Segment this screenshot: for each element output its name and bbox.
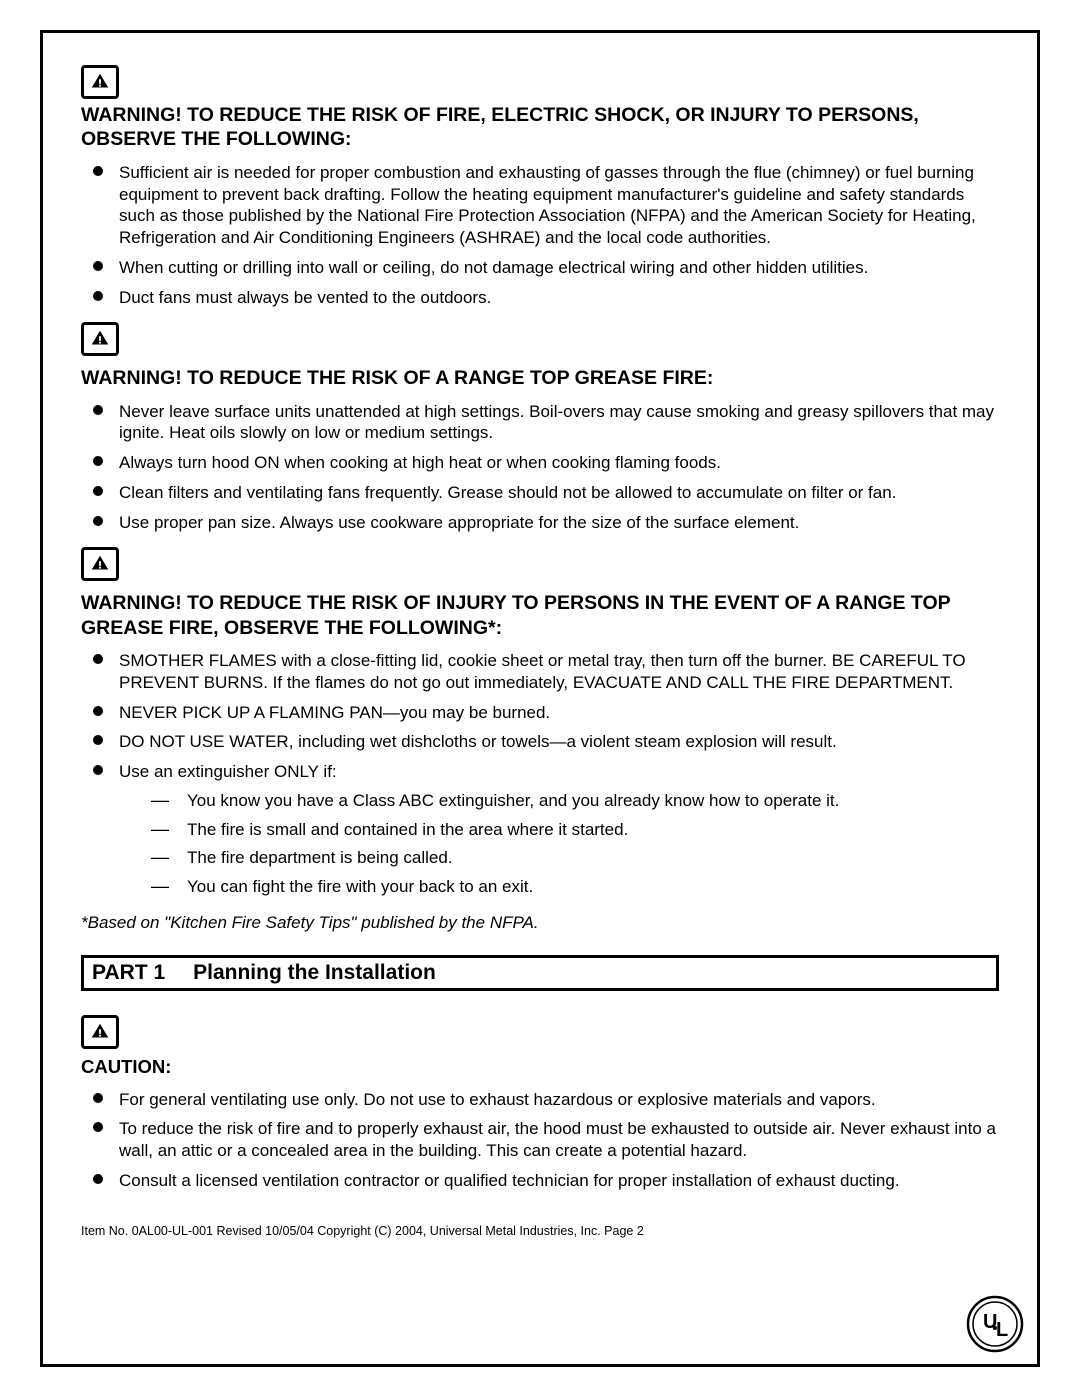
list-item: Never leave surface units unattended at …: [107, 401, 999, 445]
sub-item: You can fight the fire with your back to…: [169, 875, 999, 900]
part-heading-bar: PART 1 Planning the Installation: [81, 955, 999, 991]
list-item-label: Use an extinguisher ONLY if:: [119, 762, 337, 781]
bullet-list: Never leave surface units unattended at …: [81, 401, 999, 534]
page-footer: Item No. 0AL00-UL-001 Revised 10/05/04 C…: [81, 1224, 999, 1238]
ul-logo-icon: U L: [966, 1295, 1024, 1353]
footnote: *Based on "Kitchen Fire Safety Tips" pub…: [81, 913, 999, 933]
list-item: For general ventilating use only. Do not…: [107, 1089, 999, 1111]
list-item: Always turn hood ON when cooking at high…: [107, 452, 999, 474]
bullet-list: Sufficient air is needed for proper comb…: [81, 162, 999, 309]
list-item: Use an extinguisher ONLY if: You know yo…: [107, 761, 999, 899]
bullet-list: For general ventilating use only. Do not…: [81, 1089, 999, 1192]
warning-icon: [81, 1015, 119, 1049]
part-number: PART 1: [92, 961, 165, 984]
list-item: Consult a licensed ventilation contracto…: [107, 1170, 999, 1192]
bullet-list: SMOTHER FLAMES with a close-fitting lid,…: [81, 650, 999, 899]
list-item: NEVER PICK UP A FLAMING PAN—you may be b…: [107, 702, 999, 724]
sub-list: You know you have a Class ABC extinguish…: [119, 789, 999, 900]
warning-heading-2: WARNING! TO REDUCE THE RISK OF A RANGE T…: [81, 366, 999, 390]
sub-item: The fire department is being called.: [169, 846, 999, 871]
page-border: WARNING! TO REDUCE THE RISK OF FIRE, ELE…: [40, 30, 1040, 1367]
sub-item: You know you have a Class ABC extinguish…: [169, 789, 999, 814]
warning-heading-1: WARNING! TO REDUCE THE RISK OF FIRE, ELE…: [81, 103, 999, 152]
list-item: Use proper pan size. Always use cookware…: [107, 512, 999, 534]
warning-heading-3: WARNING! TO REDUCE THE RISK OF INJURY TO…: [81, 591, 999, 640]
part-title: Planning the Installation: [193, 961, 436, 984]
warning-icon: [81, 547, 119, 581]
warning-icon: [81, 65, 119, 99]
list-item: To reduce the risk of fire and to proper…: [107, 1118, 999, 1162]
list-item: When cutting or drilling into wall or ce…: [107, 257, 999, 279]
list-item: Sufficient air is needed for proper comb…: [107, 162, 999, 249]
list-item: DO NOT USE WATER, including wet dishclot…: [107, 731, 999, 753]
list-item: Clean filters and ventilating fans frequ…: [107, 482, 999, 504]
warning-icon: [81, 322, 119, 356]
list-item: SMOTHER FLAMES with a close-fitting lid,…: [107, 650, 999, 694]
list-item: Duct fans must always be vented to the o…: [107, 287, 999, 309]
svg-text:L: L: [996, 1319, 1008, 1341]
caution-heading: CAUTION:: [81, 1055, 999, 1078]
sub-item: The fire is small and contained in the a…: [169, 818, 999, 843]
